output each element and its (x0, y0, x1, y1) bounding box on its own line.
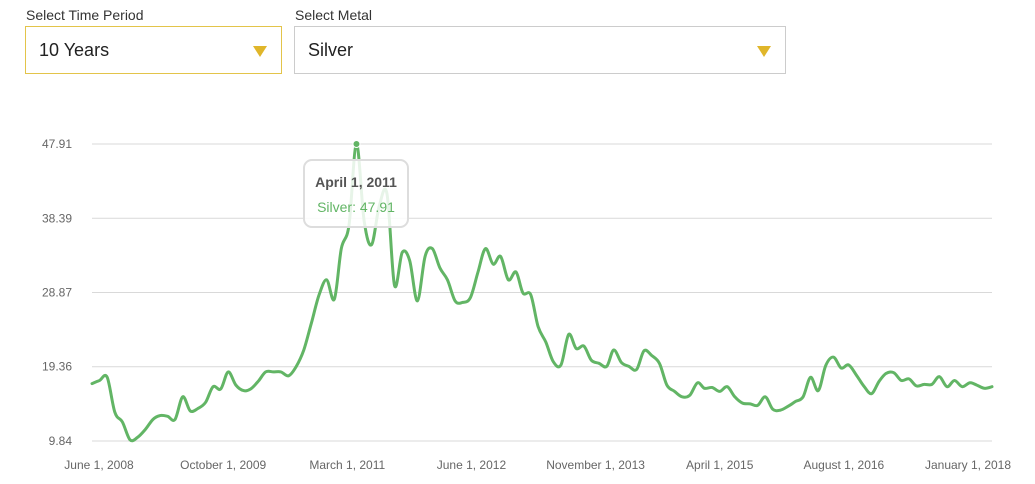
metal-label: Select Metal (295, 7, 373, 23)
series-line-silver[interactable] (90, 142, 994, 443)
x-tick-label: January 1, 2018 (925, 458, 1011, 472)
x-tick-label: March 1, 2011 (309, 458, 385, 472)
x-tick-label: August 1, 2016 (803, 458, 884, 472)
y-tick-label: 9.84 (49, 434, 73, 448)
tooltip-box (303, 159, 409, 228)
metal-select[interactable]: Silver (294, 26, 786, 74)
x-tick-label: November 1, 2013 (546, 458, 645, 472)
silver-price-chart[interactable]: 9.84 19.36 28.87 38.39 47.91 June 1, 2008 Octo… (0, 100, 1035, 484)
x-tick-label: April 1, 2015 (686, 458, 754, 472)
metal-value: Silver (308, 39, 354, 60)
chevron-down-icon[interactable] (757, 46, 771, 57)
time-period-select[interactable]: 10 Years (25, 26, 282, 74)
x-tick-label: October 1, 2009 (180, 458, 266, 472)
highlighted-point[interactable] (352, 140, 361, 148)
x-tick-label: June 1, 2008 (64, 458, 134, 472)
y-tick-label: 28.87 (42, 286, 72, 300)
y-tick-label: 19.36 (42, 360, 72, 374)
time-period-label: Select Time Period (26, 7, 144, 23)
y-tick-label: 38.39 (42, 211, 72, 225)
tooltip-date: April 1, 2011 (315, 174, 397, 190)
tooltip-value: Silver: 47.91 (317, 199, 395, 215)
time-period-value: 10 Years (39, 39, 110, 60)
chevron-down-icon[interactable] (253, 46, 267, 57)
x-tick-label: June 1, 2012 (437, 458, 507, 472)
y-tick-label: 47.91 (42, 137, 72, 151)
